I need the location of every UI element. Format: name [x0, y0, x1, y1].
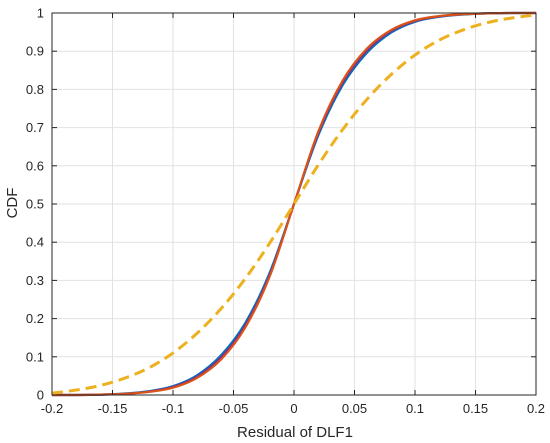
x-tick-label: 0.05	[342, 401, 367, 416]
x-axis-label: Residual of DLF1	[237, 424, 353, 441]
x-tick-label: 0.1	[406, 401, 424, 416]
x-tick-label: 0.2	[527, 401, 545, 416]
y-tick-label: 0.1	[26, 349, 44, 364]
x-tick-label: -0.2	[41, 401, 63, 416]
y-tick-label: 0.2	[26, 311, 44, 326]
y-tick-label: 1	[37, 6, 44, 21]
x-tick-label: 0.15	[463, 401, 488, 416]
y-axis-label: CDF	[4, 188, 21, 219]
y-tick-label: 0.8	[26, 82, 44, 97]
series-line-4	[51, 13, 537, 395]
y-tick-label: 0.5	[26, 197, 44, 212]
y-tick-label: 0.9	[26, 44, 44, 59]
x-tick-label: 0	[290, 401, 297, 416]
y-tick-label: 0	[37, 388, 44, 403]
x-tick-label: -0.1	[162, 401, 184, 416]
x-tick-label: -0.05	[219, 401, 249, 416]
y-tick-label: 0.7	[26, 120, 44, 135]
plot-area: -0.2 -0.15 -0.1 -0.05 0 0.05 0.1 0.15 0.2 0 0.1 0.2…	[26, 6, 545, 417]
y-tick-label: 0.4	[26, 235, 44, 250]
x-tick-label: -0.15	[98, 401, 128, 416]
y-tick-label: 0.3	[26, 273, 44, 288]
series-line-3	[51, 11, 537, 397]
y-tick-label: 0.6	[26, 158, 44, 173]
